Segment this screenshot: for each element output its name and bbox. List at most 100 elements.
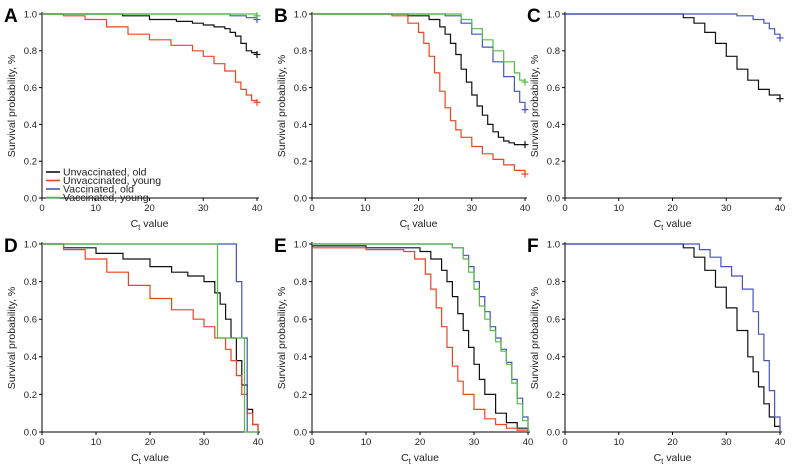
y-axis-title: Survival probability, % bbox=[529, 287, 541, 390]
x-tick-label: 10 bbox=[360, 203, 371, 214]
panel-letter: D bbox=[4, 236, 18, 257]
x-axis-title: Ct value bbox=[400, 218, 438, 232]
series-vaccinated-young bbox=[312, 243, 529, 432]
x-tick-label: 40 bbox=[252, 203, 263, 214]
x-tick-label: 40 bbox=[523, 437, 534, 448]
x-axis-title: Ct value bbox=[131, 218, 169, 232]
y-tick-label: 0.0 bbox=[547, 427, 560, 438]
x-tick-label: 40 bbox=[775, 437, 786, 448]
y-tick-label: 0.4 bbox=[294, 352, 307, 363]
x-tick-label: 40 bbox=[253, 437, 264, 448]
series-unvaccinated-young bbox=[312, 247, 529, 432]
legend-label-unvaccinated-old: Unvaccinated, old bbox=[63, 167, 147, 179]
y-axis-title: Survival probability, % bbox=[6, 55, 18, 158]
y-tick-label: 1.0 bbox=[24, 9, 37, 20]
y-tick-label: 0.4 bbox=[294, 120, 307, 131]
y-tick-label: 0.2 bbox=[547, 157, 560, 168]
x-tick-label: 20 bbox=[413, 203, 424, 214]
x-axis-title: Ct value bbox=[654, 452, 692, 466]
series-unvaccinated-young bbox=[42, 243, 259, 432]
y-axis-title: Survival probability, % bbox=[276, 55, 288, 158]
series-vaccinated-old bbox=[565, 243, 781, 432]
series-unvaccinated-young bbox=[42, 13, 258, 103]
legend-label-vaccinated-old: Vaccinated, old bbox=[63, 184, 134, 196]
x-tick-label: 10 bbox=[613, 437, 624, 448]
y-tick-label: 0.6 bbox=[294, 83, 307, 94]
series-vaccinated-young bbox=[42, 243, 258, 433]
y-tick-label: 1.0 bbox=[547, 239, 560, 250]
x-tick-label: 30 bbox=[469, 437, 480, 448]
x-tick-label: 0 bbox=[562, 437, 567, 448]
series-unvaccinated-young bbox=[312, 13, 526, 175]
y-tick-label: 0.0 bbox=[294, 193, 307, 204]
y-tick-label: 0.2 bbox=[294, 390, 307, 401]
series-vaccinated-old bbox=[42, 243, 258, 433]
panel-a: 0.0 0.2 0.4 0.6 0.8 1.0 0 10 20 30 40 Ct value Survi… bbox=[4, 6, 262, 232]
x-axis-title: Ct value bbox=[654, 218, 692, 232]
y-tick-label: 0.8 bbox=[547, 46, 560, 57]
y-tick-label: 0.8 bbox=[24, 277, 37, 288]
x-tick-label: 30 bbox=[199, 437, 210, 448]
panel-letter: A bbox=[4, 6, 18, 27]
x-tick-label: 20 bbox=[144, 203, 155, 214]
x-axis-title: Ct value bbox=[401, 452, 439, 466]
y-tick-label: 0.8 bbox=[24, 46, 37, 57]
y-tick-label: 0.0 bbox=[294, 427, 307, 438]
y-tick-label: 0.6 bbox=[294, 315, 307, 326]
x-tick-label: 10 bbox=[361, 437, 372, 448]
y-tick-label: 0.4 bbox=[24, 352, 37, 363]
y-tick-label: 0.0 bbox=[547, 193, 560, 204]
y-axis-title: Survival probability, % bbox=[529, 55, 541, 158]
y-tick-label: 0.6 bbox=[24, 315, 37, 326]
y-tick-label: 1.0 bbox=[294, 239, 307, 250]
legend-label-vaccinated-young: Vaccinated, young bbox=[63, 192, 149, 204]
series-unvaccinated-old bbox=[565, 243, 781, 432]
x-tick-label: 0 bbox=[562, 203, 567, 214]
panel-b: 0.0 0.2 0.4 0.6 0.8 1.0 0 10 20 30 40 Ct value Survi… bbox=[274, 6, 530, 232]
x-tick-label: 10 bbox=[613, 203, 624, 214]
legend-label-unvaccinated-young: Unvaccinated, young bbox=[63, 175, 161, 187]
x-tick-label: 30 bbox=[466, 203, 477, 214]
panel-d: 0.0 0.2 0.4 0.6 0.8 1.0 0 10 20 30 40 Ct value Survi… bbox=[4, 236, 263, 466]
panel-e: 0.0 0.2 0.4 0.6 0.8 1.0 0 10 20 30 40 Ct value Survi… bbox=[274, 236, 533, 466]
y-tick-label: 0.2 bbox=[547, 390, 560, 401]
panel-letter: B bbox=[274, 6, 288, 27]
x-axis-title: Ct value bbox=[131, 452, 169, 466]
x-tick-label: 40 bbox=[775, 203, 786, 214]
y-tick-label: 0.4 bbox=[547, 352, 560, 363]
y-tick-label: 0.2 bbox=[24, 157, 37, 168]
y-tick-label: 0.4 bbox=[547, 120, 560, 131]
panel-f: 0.0 0.2 0.4 0.6 0.8 1.0 0 10 20 30 40 Ct value Survi… bbox=[527, 236, 785, 466]
y-tick-label: 1.0 bbox=[547, 9, 560, 20]
x-tick-label: 10 bbox=[91, 437, 102, 448]
y-tick-label: 0.0 bbox=[24, 427, 37, 438]
series-unvaccinated-old bbox=[565, 13, 781, 99]
x-tick-label: 0 bbox=[39, 203, 44, 214]
y-tick-label: 0.2 bbox=[294, 157, 307, 168]
x-tick-label: 30 bbox=[721, 203, 732, 214]
panel-letter: F bbox=[527, 236, 539, 257]
y-axis-title: Survival probability, % bbox=[276, 287, 288, 390]
y-tick-label: 0.8 bbox=[294, 46, 307, 57]
x-tick-label: 20 bbox=[667, 203, 678, 214]
y-tick-label: 0.8 bbox=[294, 277, 307, 288]
y-axis-title: Survival probability, % bbox=[6, 287, 18, 390]
series-vaccinated-old bbox=[565, 13, 781, 38]
y-tick-label: 1.0 bbox=[24, 239, 37, 250]
y-tick-label: 0.6 bbox=[547, 83, 560, 94]
x-tick-label: 0 bbox=[309, 203, 314, 214]
series-unvaccinated-old bbox=[312, 13, 525, 146]
series-unvaccinated-old bbox=[42, 243, 259, 432]
panel-c: 0.0 0.2 0.4 0.6 0.8 1.0 0 10 20 30 40 Ct value Survi… bbox=[527, 6, 785, 232]
panel-letter: C bbox=[527, 6, 541, 27]
y-tick-label: 0.4 bbox=[24, 120, 37, 131]
y-tick-label: 0.2 bbox=[24, 390, 37, 401]
x-tick-label: 40 bbox=[520, 203, 531, 214]
series-unvaccinated-old bbox=[312, 245, 529, 432]
y-tick-label: 1.0 bbox=[294, 9, 307, 20]
x-tick-label: 30 bbox=[721, 437, 732, 448]
y-tick-label: 0.8 bbox=[547, 277, 560, 288]
x-tick-label: 0 bbox=[39, 437, 44, 448]
